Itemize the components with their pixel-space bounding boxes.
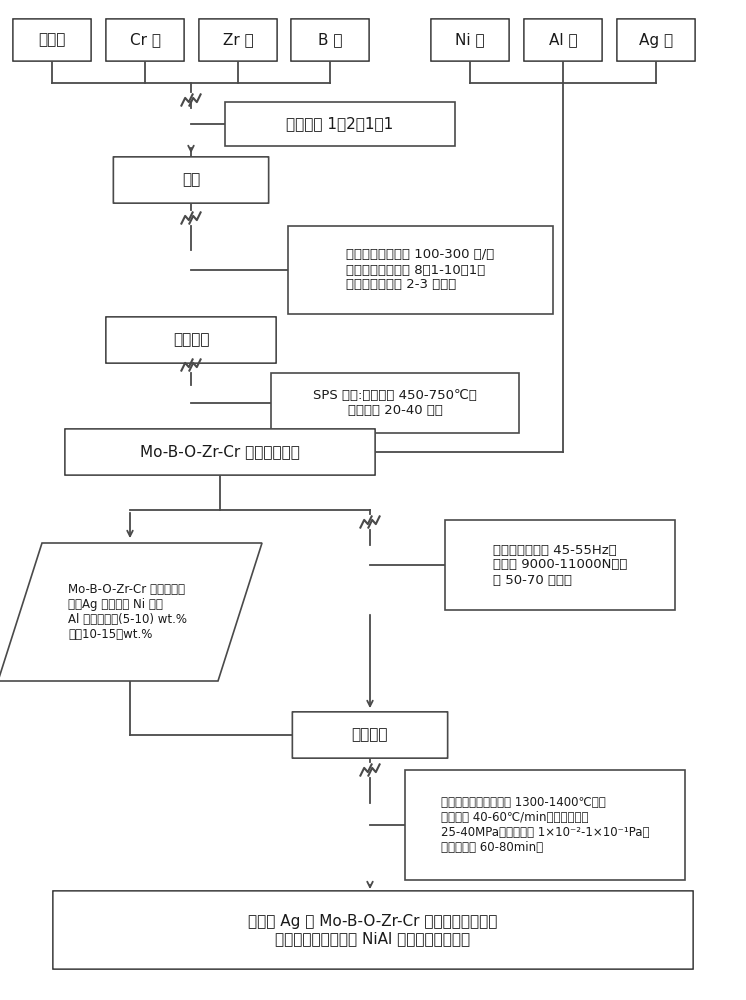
FancyBboxPatch shape bbox=[65, 429, 375, 475]
Text: Ni 粉: Ni 粉 bbox=[455, 32, 485, 47]
Text: 混合粉料: 混合粉料 bbox=[173, 332, 209, 348]
Text: B 粉: B 粉 bbox=[318, 32, 342, 47]
FancyBboxPatch shape bbox=[431, 19, 509, 61]
Text: 行星球磨（转速为 100-300 转/分
钟，球料质量比为 8：1-10：1，
行星球磨时间为 2-3 小时）: 行星球磨（转速为 100-300 转/分 钟，球料质量比为 8：1-10：1， … bbox=[346, 248, 494, 292]
FancyBboxPatch shape bbox=[199, 19, 277, 61]
Text: 烧结配料: 烧结配料 bbox=[352, 728, 388, 742]
FancyBboxPatch shape bbox=[617, 19, 695, 61]
FancyBboxPatch shape bbox=[405, 770, 685, 880]
Text: Zr 粉: Zr 粉 bbox=[222, 32, 254, 47]
Text: Mo-B-O-Zr-Cr 五元板状晶
体、Ag 粉分别为 Ni 粉和
Al 粉总质量的(5-10) wt.%
和（10-15）wt.%: Mo-B-O-Zr-Cr 五元板状晶 体、Ag 粉分别为 Ni 粉和 Al 粉总… bbox=[69, 583, 187, 641]
Text: 馒酸铵: 馒酸铵 bbox=[38, 32, 66, 47]
Text: SPS 工艺:烧结温度 450-750℃，
保温时间 20-40 分钟: SPS 工艺:烧结温度 450-750℃， 保温时间 20-40 分钟 bbox=[313, 389, 477, 417]
FancyBboxPatch shape bbox=[292, 712, 448, 758]
FancyBboxPatch shape bbox=[524, 19, 602, 61]
Polygon shape bbox=[0, 543, 262, 681]
Text: Cr 粉: Cr 粉 bbox=[130, 32, 160, 47]
FancyBboxPatch shape bbox=[106, 317, 276, 363]
Text: Al 粉: Al 粉 bbox=[549, 32, 577, 47]
FancyBboxPatch shape bbox=[291, 19, 369, 61]
FancyBboxPatch shape bbox=[445, 520, 675, 610]
FancyBboxPatch shape bbox=[53, 891, 693, 969]
Text: 摩尔比为 1：2：1：1: 摩尔比为 1：2：1：1 bbox=[286, 116, 394, 131]
Text: 配料: 配料 bbox=[182, 172, 200, 188]
Text: 振动混料（频率 45-55Hz，
振动力 9000-11000N，时
间 50-70 分钟）: 振动混料（频率 45-55Hz， 振动力 9000-11000N，时 间 50-… bbox=[493, 544, 627, 586]
FancyBboxPatch shape bbox=[13, 19, 91, 61]
FancyBboxPatch shape bbox=[106, 19, 184, 61]
FancyBboxPatch shape bbox=[287, 226, 553, 314]
Text: Ag 粉: Ag 粉 bbox=[639, 32, 673, 47]
FancyBboxPatch shape bbox=[225, 102, 455, 146]
Text: 一种以 Ag 和 Mo-B-O-Zr-Cr 五元板状晶体为润
滑相和润滑相的新型 NiAl 基自润滑复合材料: 一种以 Ag 和 Mo-B-O-Zr-Cr 五元板状晶体为润 滑相和润滑相的新型… bbox=[248, 914, 498, 946]
Text: 热压烧结（烧结温度为 1300-1400℃、升
温速率为 40-60℃/min、烧结压力为
25-40MPa、真空度为 1×10⁻²-1×10⁻¹Pa、
保温时: 热压烧结（烧结温度为 1300-1400℃、升 温速率为 40-60℃/min、… bbox=[441, 796, 649, 854]
FancyBboxPatch shape bbox=[113, 157, 269, 203]
FancyBboxPatch shape bbox=[271, 373, 519, 433]
Text: Mo-B-O-Zr-Cr 五元板状晶体: Mo-B-O-Zr-Cr 五元板状晶体 bbox=[140, 444, 300, 460]
